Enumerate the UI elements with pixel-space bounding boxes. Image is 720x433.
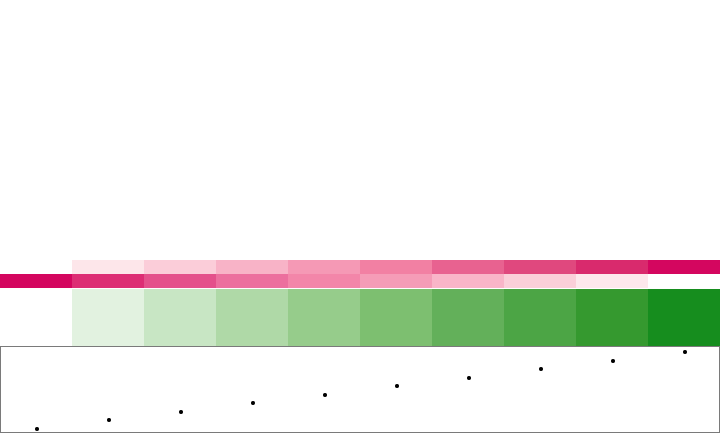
top-band-swatch: [648, 260, 720, 274]
data-point: [611, 358, 615, 363]
top-band-swatch: [576, 260, 648, 274]
data-point: [107, 418, 111, 423]
green-band-swatch: [144, 289, 216, 346]
green-band-swatch: [576, 289, 648, 346]
mid-band-swatch: [576, 274, 648, 288]
top-band-swatch: [144, 260, 216, 274]
green-band-swatch: [216, 289, 288, 346]
top-band-swatch: [504, 260, 576, 274]
data-point: [251, 401, 255, 406]
top-band-swatch: [288, 260, 360, 274]
data-point: [683, 350, 687, 354]
top-band-swatch: [72, 260, 144, 274]
data-point: [539, 367, 543, 372]
green-band-swatch: [504, 289, 576, 346]
mid-band-swatch: [0, 274, 72, 288]
mid-band-swatch: [216, 274, 288, 288]
green-band-swatch: [72, 289, 144, 346]
top-band-swatch: [0, 260, 72, 274]
data-point: [395, 384, 399, 389]
mid-band-swatch: [72, 274, 144, 288]
data-point: [323, 392, 327, 397]
data-point: [179, 409, 183, 414]
green-band-swatch: [648, 289, 720, 346]
green-band-swatch: [432, 289, 504, 346]
mid-band-swatch: [144, 274, 216, 288]
mid-band-swatch: [648, 274, 720, 288]
data-point: [35, 427, 39, 431]
dark-to-light-pink-band: [0, 274, 720, 288]
green-band-swatch: [360, 289, 432, 346]
mid-band-swatch: [432, 274, 504, 288]
top-band-swatch: [360, 260, 432, 274]
top-band-swatch: [216, 260, 288, 274]
green-band-swatch: [288, 289, 360, 346]
light-to-dark-pink-band: [0, 260, 720, 274]
green-band-swatch: [0, 289, 72, 346]
mid-band-swatch: [360, 274, 432, 288]
mid-band-swatch: [504, 274, 576, 288]
top-band-swatch: [432, 260, 504, 274]
dot-series-panel: [0, 346, 720, 433]
data-point: [467, 375, 471, 380]
mid-band-swatch: [288, 274, 360, 288]
green-gradient-band: [0, 289, 720, 346]
